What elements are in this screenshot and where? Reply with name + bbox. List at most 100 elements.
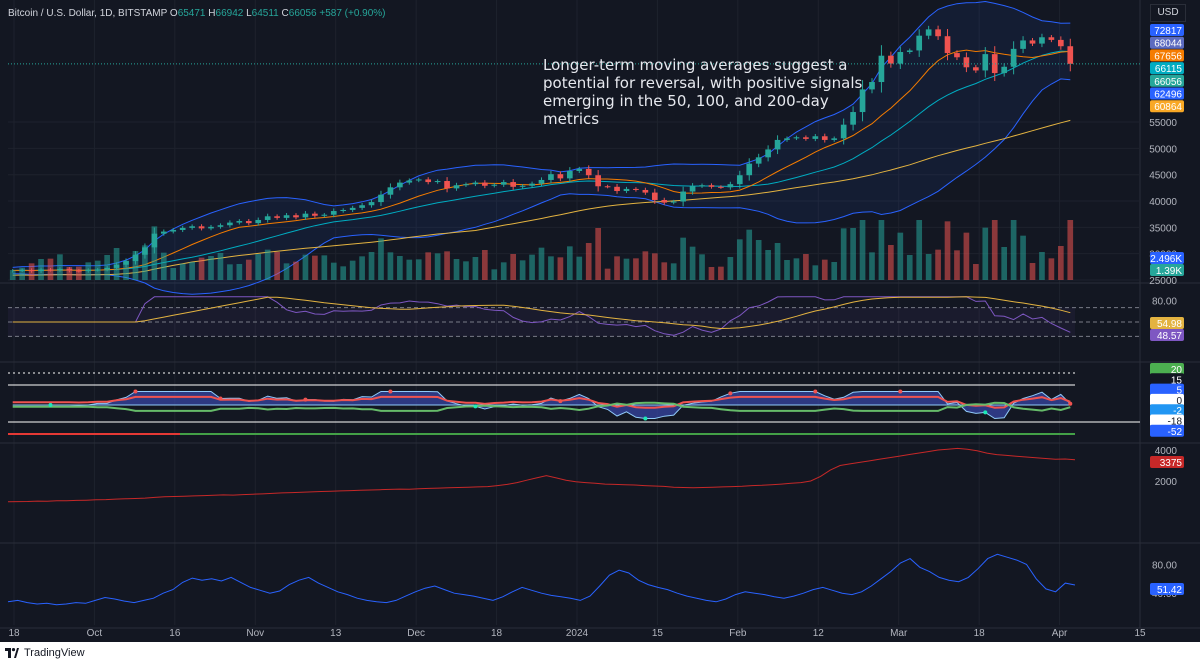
currency-button[interactable]: USD: [1150, 4, 1186, 22]
candle-body: [312, 213, 318, 216]
volume-bar: [727, 257, 734, 280]
candle-body: [595, 175, 601, 187]
candle-body: [906, 50, 913, 53]
volume-bar: [651, 253, 658, 280]
time-tick-label: 15: [1134, 628, 1146, 639]
volume-bar: [1039, 252, 1045, 280]
osc-signal-dot: [388, 389, 393, 394]
volume-bar: [463, 261, 469, 280]
volume-bar: [293, 261, 299, 280]
candle-body: [699, 185, 705, 187]
volume-bar: [689, 246, 696, 280]
annotation-text: Longer-term moving averages suggest a po…: [543, 56, 863, 128]
volume-bar: [47, 258, 54, 280]
candle-body: [179, 227, 186, 230]
osc-axis-label: -18: [1168, 417, 1183, 428]
candle-body: [425, 179, 432, 183]
volume-bar: [821, 259, 828, 280]
candle-body: [670, 201, 677, 203]
candle-body: [1029, 40, 1036, 44]
volume-bar: [765, 250, 771, 280]
candle-body: [387, 187, 394, 195]
candle-body: [812, 136, 819, 139]
close-value: 66056: [288, 8, 317, 19]
volume-bar: [349, 260, 356, 280]
osc-axis-label-bg: [1150, 363, 1184, 375]
time-tick-label: 18: [8, 628, 20, 639]
time-tick-label: 2024: [566, 628, 589, 639]
volume-bar: [548, 256, 554, 280]
volume-bar: [264, 249, 271, 280]
price-axis-label-bg: [1150, 62, 1184, 75]
volume-bar: [1001, 247, 1008, 280]
volume-bar: [982, 227, 989, 280]
osc-axis-label-bg: [1150, 404, 1184, 417]
price-tick-label: 35000: [1149, 223, 1177, 234]
candle-body: [510, 182, 517, 187]
volume-bar: [963, 232, 970, 280]
candle-body: [217, 225, 224, 227]
candle-body: [264, 216, 271, 220]
volume-bar: [538, 247, 545, 280]
volume-bar: [803, 254, 809, 280]
volume-bar: [566, 246, 573, 280]
volume-bar: [614, 256, 620, 280]
volume-bar: [510, 254, 517, 280]
price-axis-label: 66056: [1154, 77, 1182, 88]
osc-axis-label: 15: [1171, 375, 1183, 386]
volume-bar: [113, 248, 120, 280]
candle-body: [236, 221, 243, 223]
red-pane-tick-label: 4000: [1155, 446, 1178, 457]
time-tick-label: Dec: [407, 628, 425, 639]
high-value: 66942: [215, 8, 244, 19]
candle-body: [651, 192, 658, 200]
volume-bar: [519, 260, 526, 280]
chart-svg[interactable]: 2500030000350004000045000500005500072817…: [0, 0, 1200, 642]
volume-bar: [406, 259, 413, 280]
volume-bar: [75, 266, 82, 280]
volume-bar: [633, 258, 639, 280]
low-label: L: [246, 8, 252, 19]
candle-body: [406, 180, 413, 183]
volume-bar: [840, 228, 847, 280]
candle-body: [1067, 46, 1074, 64]
volume-bar: [359, 256, 365, 280]
candle-body: [1020, 40, 1026, 49]
candle-body: [1010, 48, 1017, 67]
price-axis-label-bg: [1150, 24, 1184, 36]
red-pane-axis-label-bg: [1150, 456, 1184, 468]
volume-bar: [208, 256, 214, 280]
volume-axis-label: 2.496K: [1150, 254, 1182, 265]
price-axis-label: 62496: [1154, 90, 1182, 101]
volume-bar: [9, 272, 16, 280]
blue-pane-axis-label-bg: [1150, 583, 1184, 595]
candle-body: [680, 191, 686, 202]
candle-body: [245, 221, 252, 224]
open-value: 65471: [177, 8, 206, 19]
volume-bar: [255, 254, 262, 280]
candle-body: [415, 179, 422, 181]
candle-body: [689, 186, 696, 192]
volume-bar: [85, 262, 92, 280]
open-label: O: [169, 8, 178, 19]
osc-axis-label-bg: [1150, 373, 1184, 386]
red-line: [7, 447, 1076, 503]
volume-bar: [123, 260, 129, 280]
candle-body: [368, 202, 375, 206]
volume-bar: [859, 220, 866, 280]
candle-body: [227, 222, 233, 226]
osc-axis-label: -52: [1168, 427, 1183, 438]
volume-bar: [708, 267, 715, 280]
osc-signal-dot: [983, 410, 988, 415]
red-pane-tick-label: 2000: [1155, 477, 1178, 488]
volume-bar: [170, 268, 177, 280]
candle-body: [519, 185, 526, 187]
candle-body: [529, 183, 535, 186]
price-axis-label-bg: [1150, 100, 1184, 113]
volume-bar: [585, 243, 592, 280]
volume-bar: [916, 220, 923, 280]
candle-body: [878, 55, 885, 83]
candle-body: [293, 215, 299, 218]
candle-body: [642, 189, 649, 193]
